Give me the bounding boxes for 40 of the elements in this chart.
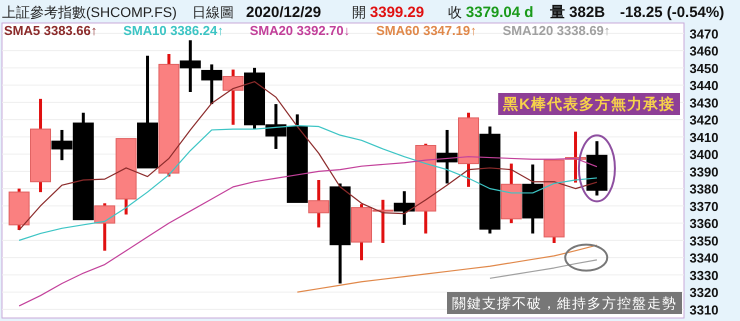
y-tick-label: 3320 bbox=[690, 285, 718, 300]
text: -18.25 (-0.54%) bbox=[620, 4, 724, 21]
y-tick-label: 3450 bbox=[690, 60, 718, 76]
y-tick-label: 3440 bbox=[690, 78, 718, 94]
chart-title: 上証參考指數(SHCOMP.FS) bbox=[2, 4, 177, 20]
y-tick-label: 3400 bbox=[690, 147, 718, 162]
text: SMA5 3383.66↑ bbox=[4, 23, 98, 38]
text: 量 382B bbox=[549, 4, 606, 21]
line-series bbox=[296, 244, 598, 293]
y-tick-label: 3410 bbox=[690, 130, 718, 145]
y-tick-label: 3460 bbox=[690, 44, 718, 59]
y-tick-label: 3380 bbox=[690, 182, 718, 197]
text: 收 3379.04 d bbox=[448, 4, 534, 21]
candlestick bbox=[436, 130, 458, 184]
line-series bbox=[489, 259, 598, 279]
annotation: 黑K棒代表多方無力承接 bbox=[502, 95, 675, 113]
annotation: 關鍵支撐不破，維持多方控盤走勢 bbox=[452, 295, 677, 311]
candlestick bbox=[394, 191, 415, 225]
candlestick bbox=[94, 203, 116, 251]
y-tick-label: 3370 bbox=[690, 198, 718, 214]
text: 開 3399.29 bbox=[352, 4, 424, 21]
y-tick-label: 3470 bbox=[690, 26, 718, 42]
y-tick-label: 3390 bbox=[690, 164, 718, 180]
y-tick-label: 3310 bbox=[690, 302, 718, 318]
text: SMA60 3347.19↑ bbox=[376, 23, 477, 38]
text: SMA120 3338.69↑ bbox=[502, 23, 610, 38]
y-tick-label: 3360 bbox=[690, 216, 718, 232]
text: SMA10 3386.24↑ bbox=[123, 23, 224, 38]
y-tick-label: 3420 bbox=[690, 112, 718, 128]
candlestick bbox=[308, 180, 330, 228]
text: 日線圖 bbox=[192, 4, 234, 20]
text: SMA20 3392.70↓ bbox=[250, 23, 350, 38]
y-tick-label: 3340 bbox=[690, 250, 718, 266]
candlestick bbox=[180, 40, 201, 92]
text: 2020/12/29 bbox=[246, 4, 322, 21]
candlestick bbox=[201, 64, 222, 104]
candlestick bbox=[222, 70, 244, 125]
y-tick-label: 3350 bbox=[690, 233, 718, 248]
y-tick-label: 3330 bbox=[690, 268, 718, 283]
y-tick-label: 3430 bbox=[690, 95, 718, 110]
